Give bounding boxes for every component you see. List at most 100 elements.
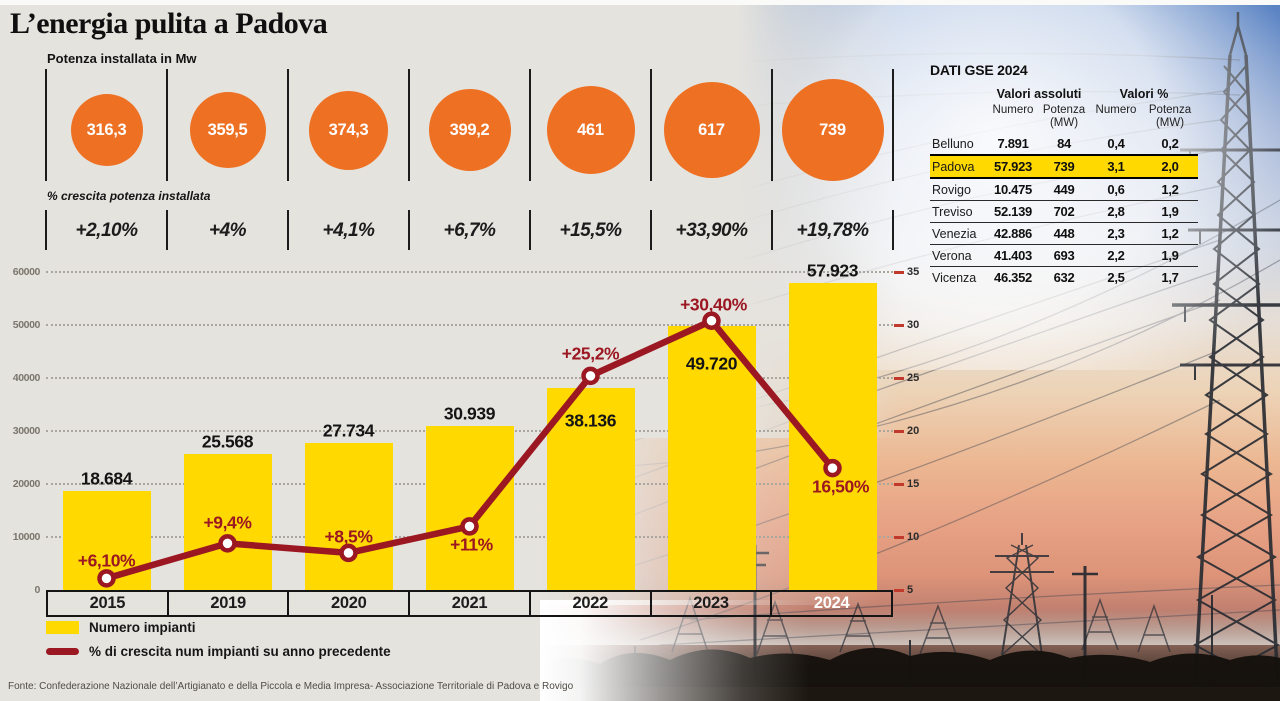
gridline-50000: [46, 324, 893, 326]
growth-value-2021: +11%: [450, 534, 493, 555]
power-growth-value-2024: +19,78%: [796, 220, 869, 241]
growth-value-2024: 16,50%: [812, 476, 869, 497]
data-table: DATI GSE 2024 Valori assoluti Valori % N…: [930, 62, 1198, 288]
growth-row-separator: [771, 210, 773, 250]
x-axis-year-2015: 2015: [89, 594, 126, 612]
right-axis-tick-35: [894, 271, 904, 274]
bar-value-2022: 38.136: [564, 410, 617, 431]
bar-2024: [788, 283, 877, 590]
y-axis-label-50000: 50000: [12, 319, 41, 331]
circle-row-separator: [45, 69, 47, 181]
table-cell-value-3: 1,2: [1161, 182, 1179, 198]
table-row-venezia: Venezia 42.886 448 2,3 1,2: [930, 222, 1198, 244]
right-axis-tick-10: [894, 536, 904, 539]
table-cell-province: Verona: [932, 248, 972, 263]
power-circle-2022: 461: [546, 86, 635, 174]
right-axis-label-10: 10: [907, 531, 920, 543]
gridline-60000: [46, 271, 893, 273]
table-cell-value-0: 7.891: [997, 136, 1029, 152]
x-axis-year-2024: 2024: [770, 592, 891, 615]
circle-row-separator: [408, 69, 410, 181]
table-cell-value-3: 1,9: [1161, 204, 1179, 220]
bar-2020: [304, 443, 393, 590]
x-axis-year-2019: 2019: [166, 592, 288, 615]
power-growth-value-2020: +4,1%: [322, 220, 375, 241]
circle-row-separator: [529, 69, 531, 181]
y-axis-label-10000: 10000: [12, 531, 41, 543]
right-axis-label-30: 30: [907, 319, 920, 331]
circle-row-separator: [287, 69, 289, 181]
table-cell-value-1: 632: [1053, 270, 1075, 286]
table-cell-value-2: 2,2: [1107, 248, 1125, 264]
table-cell-value-2: 2,8: [1107, 204, 1125, 220]
bar-2015: [62, 490, 151, 590]
table-body: Belluno 7.891 84 0,4 0,2 Padova 57.923 739 3,1 2,…: [930, 133, 1198, 288]
power-circle-2024: 739: [781, 79, 884, 181]
power-circle-2015: 316,3: [70, 94, 143, 166]
growth-row-separator: [892, 210, 894, 250]
source-note: Fonte: Confederazione Nazionale dell’Art…: [8, 681, 574, 692]
circle-row-separator: [771, 69, 773, 181]
power-growth-value-2021: +6,7%: [443, 220, 496, 241]
table-cell-value-3: 0,2: [1161, 136, 1179, 152]
right-axis-tick-30: [894, 324, 904, 327]
table-subheader-spacer: [930, 101, 988, 133]
right-axis-label-15: 15: [907, 478, 920, 490]
chart-legend: Numero impianti % di crescita num impian…: [46, 620, 391, 668]
bar-value-2023: 49.720: [685, 353, 738, 374]
power-circle-2020: 374,3: [309, 90, 388, 170]
table-group-header-percent: Valori %: [1119, 87, 1169, 101]
table-subheader-0: Numero: [992, 104, 1034, 116]
table-cell-value-2: 3,1: [1107, 159, 1125, 175]
legend-yellow-swatch: [46, 621, 79, 634]
right-axis-tick-5: [894, 589, 904, 592]
table-cell-value-0: 42.886: [994, 226, 1032, 242]
installed-power-label: Potenza installata in Mw: [47, 51, 197, 66]
table-cell-province: Rovigo: [932, 182, 971, 197]
table-group-header-row: Valori assoluti Valori %: [930, 87, 1198, 101]
table-row-belluno: Belluno 7.891 84 0,4 0,2: [930, 133, 1198, 154]
table-cell-province: Belluno: [932, 136, 974, 151]
medium-pylon-silhouette: [990, 533, 1054, 656]
growth-row-separator: [287, 210, 289, 250]
table-cell-value-0: 52.139: [994, 204, 1032, 220]
right-axis-label-25: 25: [907, 372, 920, 384]
legend-red-line-swatch: [46, 648, 79, 655]
y-axis-label-30000: 30000: [12, 425, 41, 437]
table-row-vicenza: Vicenza 46.352 632 2,5 1,7: [930, 266, 1198, 288]
table-cell-value-2: 2,5: [1107, 270, 1125, 286]
table-cell-value-0: 46.352: [994, 270, 1032, 286]
x-axis-year-2020: 2020: [287, 592, 408, 615]
circle-row-separator: [892, 69, 894, 181]
table-subheader-2: Numero: [1095, 104, 1137, 116]
bar-value-2021: 30.939: [443, 403, 496, 424]
bar-value-2019: 25.568: [201, 431, 254, 452]
bar-value-2020: 27.734: [322, 420, 375, 441]
table-cell-value-1: 739: [1053, 159, 1075, 175]
growth-value-2019: +9,4%: [203, 512, 252, 533]
table-cell-value-3: 1,7: [1161, 270, 1179, 286]
bar-2021: [425, 426, 514, 590]
growth-value-2023: +30,40%: [680, 294, 747, 315]
table-cell-value-1: 702: [1053, 204, 1075, 220]
table-subheader-1: Potenza (MW): [1042, 104, 1086, 129]
legend-label-bars: Numero impianti: [89, 620, 196, 635]
y-axis-label-0: 0: [34, 584, 41, 596]
x-axis-years: 2015 2019 2020 2021 2022 2023 2024: [46, 590, 893, 617]
table-title: DATI GSE 2024: [930, 62, 1028, 78]
power-circle-2019: 359,5: [189, 92, 266, 168]
growth-row-separator: [529, 210, 531, 250]
right-axis-tick-20: [894, 430, 904, 433]
table-group-header-absolute: Valori assoluti: [996, 87, 1082, 101]
growth-row-separator: [45, 210, 47, 250]
growth-row-separator: [166, 210, 168, 250]
table-cell-value-0: 57.923: [994, 159, 1032, 175]
table-row-treviso: Treviso 52.139 702 2,8 1,9: [930, 200, 1198, 222]
power-circle-2021: 399,2: [428, 89, 511, 171]
table-subheader-row: Numero Potenza (MW) Numero Potenza (MW): [930, 101, 1198, 133]
table-cell-province: Treviso: [932, 204, 973, 219]
growth-value-2020: +8,5%: [324, 526, 373, 547]
table-cell-value-2: 0,6: [1107, 182, 1125, 198]
right-axis-label-20: 20: [907, 425, 920, 437]
table-cell-value-1: 84: [1057, 136, 1071, 152]
